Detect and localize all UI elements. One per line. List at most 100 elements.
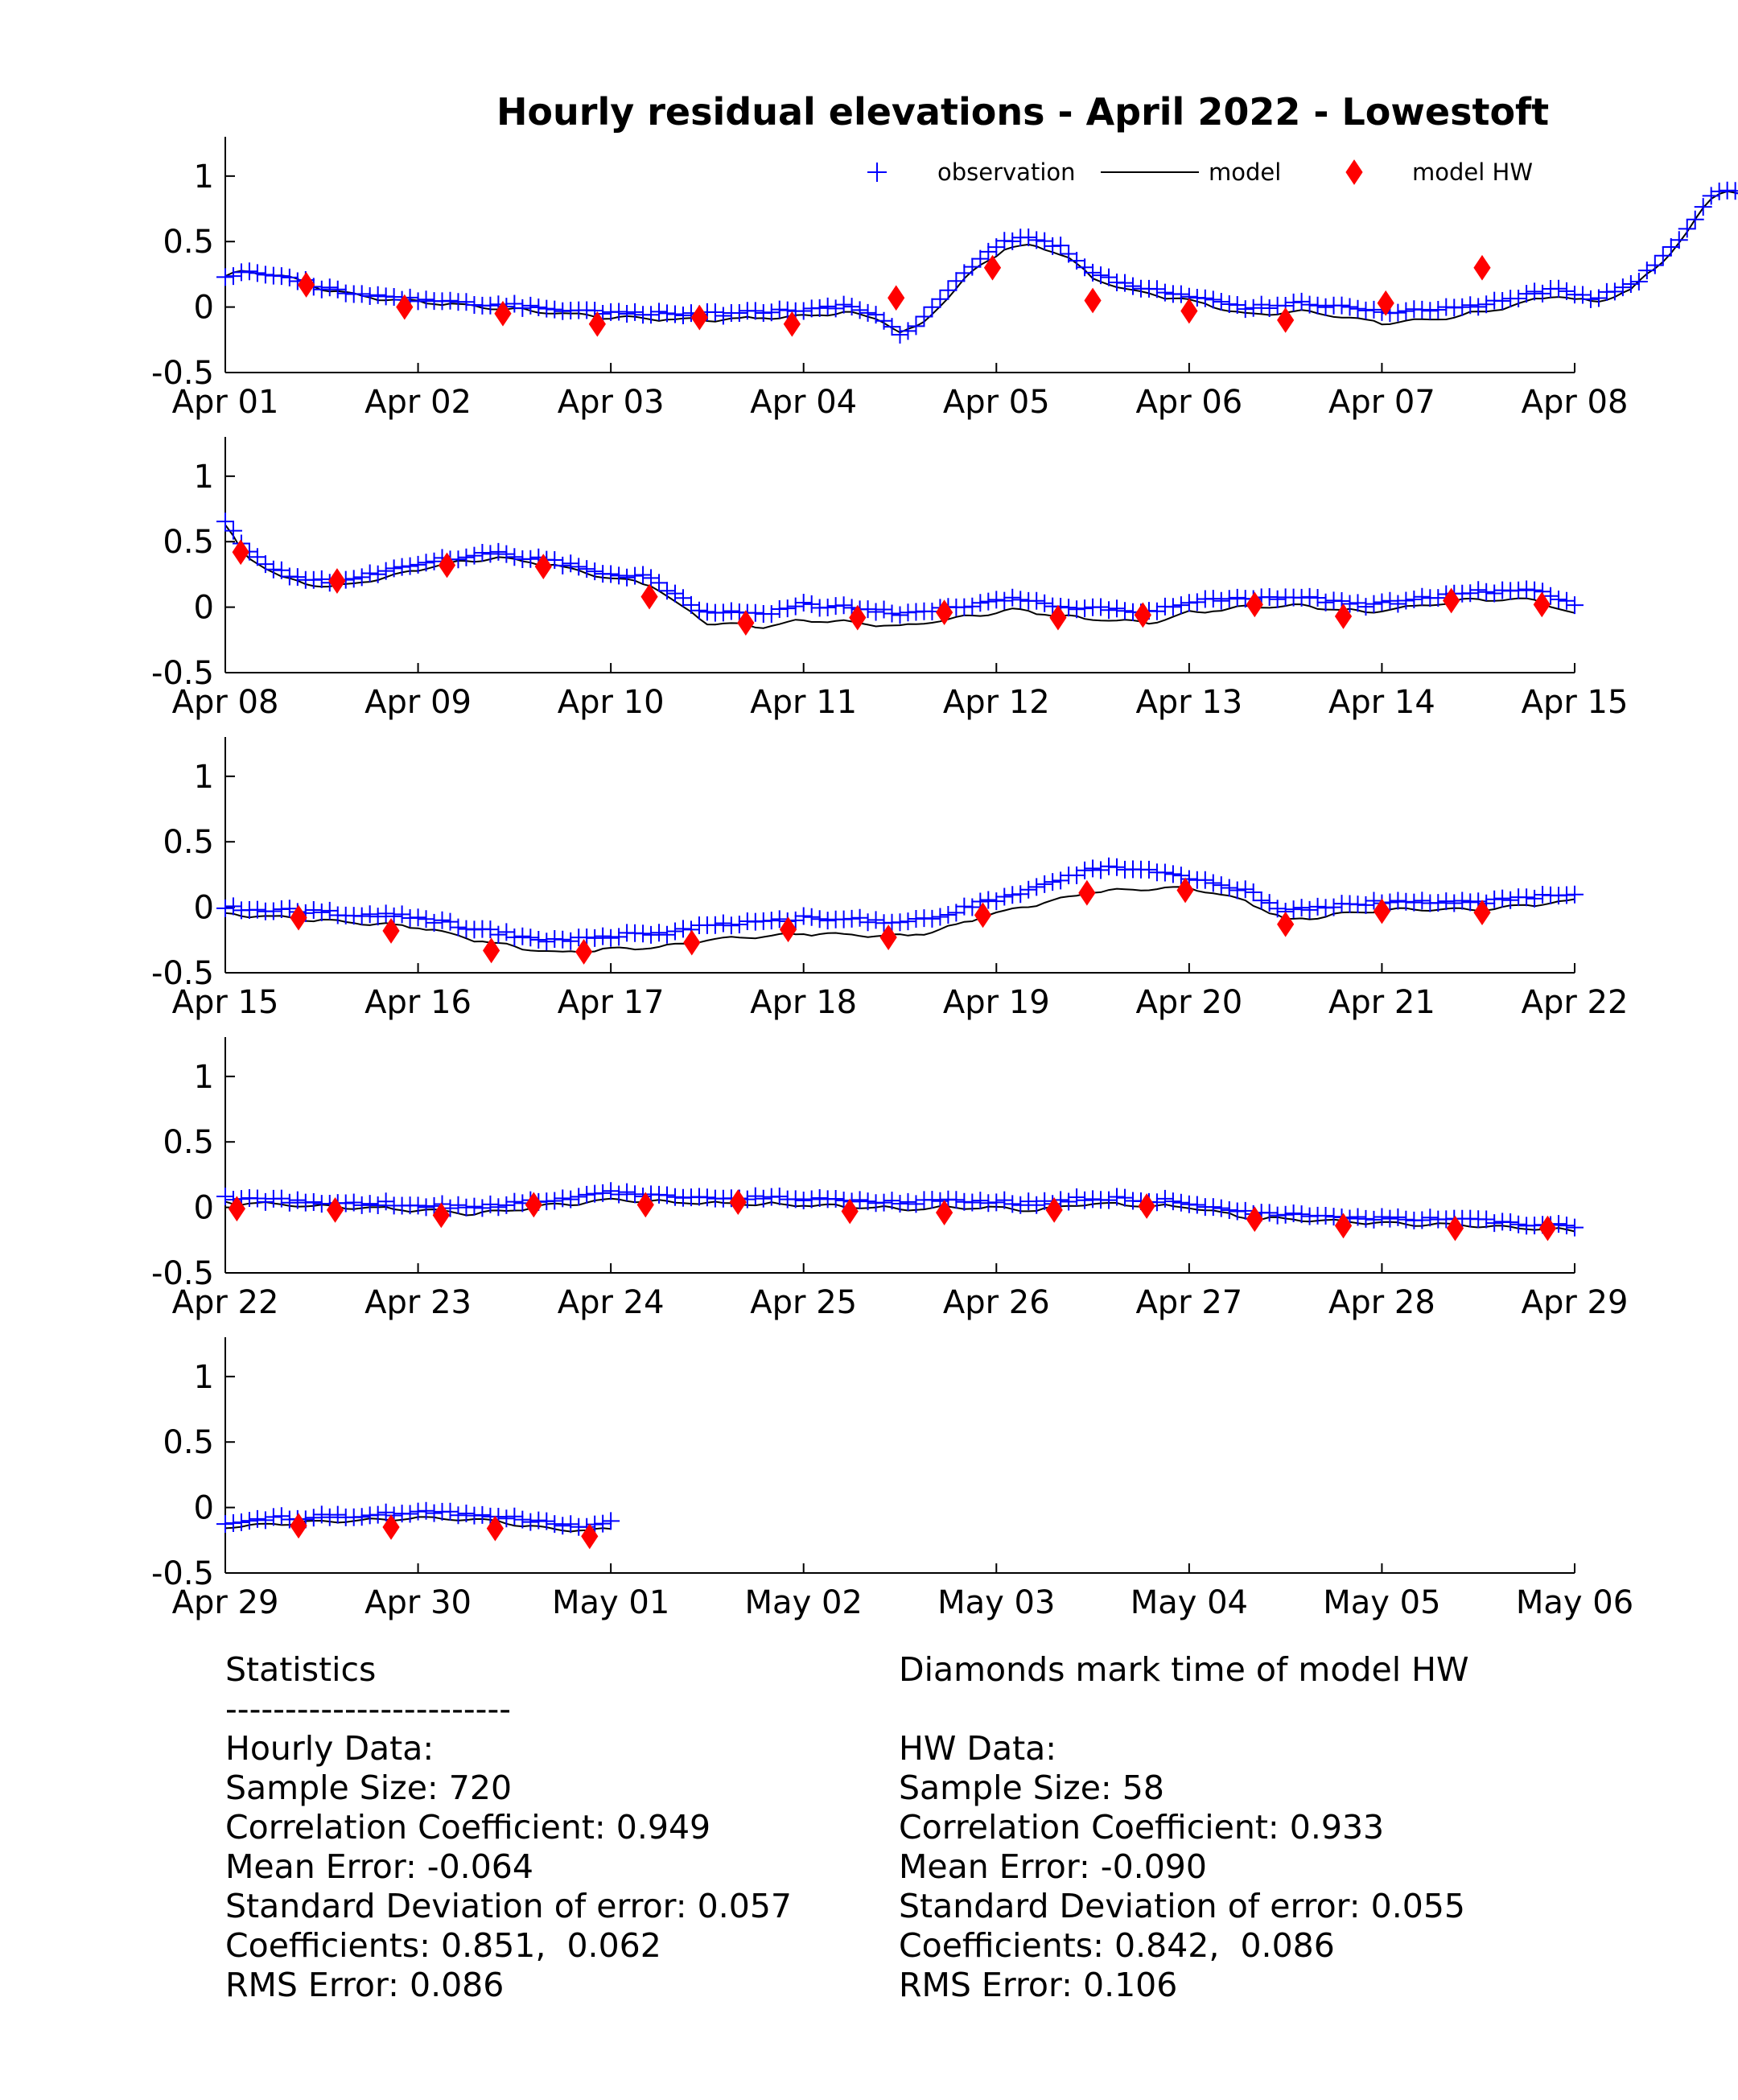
x-tick-label: Apr 20 — [1135, 984, 1242, 1021]
model-hw-diamond — [382, 918, 400, 944]
observation-point — [931, 908, 949, 926]
observation-point — [706, 303, 724, 322]
model-hw-diamond — [683, 929, 701, 956]
observation-point — [1389, 891, 1407, 910]
observation-point — [369, 286, 387, 304]
observation-point — [1220, 590, 1238, 608]
observation-point — [1550, 590, 1568, 608]
x-tick-label: Apr 26 — [943, 1284, 1050, 1321]
observation-point — [385, 907, 403, 925]
observation-point — [280, 268, 299, 286]
observation-point — [344, 570, 363, 588]
model-hw-series — [232, 539, 1551, 636]
observation-point — [312, 1505, 331, 1524]
model-hw-diamond — [483, 937, 500, 964]
observation-point — [1212, 591, 1230, 610]
observation-point — [1155, 283, 1174, 302]
observation-point — [1028, 591, 1046, 610]
observation-point — [280, 1193, 299, 1212]
observation-point — [1397, 302, 1415, 320]
y-tick-label: 0.5 — [163, 1424, 214, 1461]
observation-point — [529, 1511, 548, 1530]
model-series-line — [224, 190, 1738, 334]
observation-point — [521, 296, 540, 315]
observation-point — [1188, 1196, 1206, 1214]
observation-point — [312, 280, 331, 299]
observation-point — [1155, 863, 1174, 882]
model-hw-diamond — [983, 254, 1002, 281]
observation-point — [473, 1505, 492, 1524]
model-hw-diamond — [849, 604, 867, 631]
model-hw-series — [298, 254, 1491, 337]
observation-point — [610, 928, 628, 946]
observation-point — [1629, 273, 1648, 291]
observation-point — [602, 929, 620, 947]
observation-point — [554, 930, 572, 949]
observation-point — [1509, 290, 1528, 308]
observation-point — [554, 1189, 572, 1208]
observation-point — [1092, 266, 1110, 285]
observation-point — [425, 913, 443, 932]
x-tick-label: May 02 — [745, 1584, 863, 1621]
model-hw-diamond — [1334, 1213, 1353, 1239]
observation-point — [1485, 890, 1504, 908]
observation-point — [1694, 198, 1712, 216]
observation-point — [673, 589, 692, 607]
observation-point — [1308, 897, 1327, 916]
x-tick-label: May 01 — [552, 1584, 669, 1621]
observation-point — [658, 582, 677, 600]
observation-point — [320, 278, 339, 297]
observation-point — [562, 1515, 580, 1534]
observation-point — [256, 1192, 274, 1211]
observation-point — [666, 1188, 684, 1206]
observation-point — [481, 920, 500, 939]
x-tick-label: Apr 13 — [1135, 684, 1242, 721]
observation-point — [1052, 871, 1070, 890]
observation-point — [1445, 894, 1464, 912]
observation-point — [650, 574, 669, 592]
observation-point — [1300, 587, 1319, 606]
observation-point — [1292, 292, 1311, 311]
observation-point — [1196, 871, 1214, 889]
observation-point — [899, 912, 917, 931]
observation-point — [642, 569, 661, 587]
observation-point — [850, 301, 869, 319]
observation-point — [272, 267, 290, 286]
observation-point — [1292, 1205, 1311, 1224]
observation-point — [778, 301, 797, 319]
model-hw-diamond — [494, 300, 512, 327]
observation-point — [489, 925, 508, 944]
observation-point — [1662, 238, 1680, 257]
observation-point — [417, 290, 435, 309]
observation-point — [746, 302, 764, 320]
x-tick-label: Apr 23 — [364, 1284, 472, 1321]
observation-point — [1276, 1205, 1295, 1224]
model-hw-diamond — [328, 568, 346, 594]
observation-point — [995, 887, 1014, 906]
observation-point — [465, 546, 484, 565]
x-tick-label: Apr 18 — [750, 984, 857, 1021]
observation-point — [658, 304, 677, 323]
x-tick-label: Apr 06 — [1135, 384, 1242, 421]
model-hw-diamond — [486, 1515, 505, 1542]
observation-point — [1036, 1192, 1054, 1210]
observation-point — [352, 1508, 371, 1526]
observation-point — [425, 1504, 443, 1522]
observation-point — [1003, 1195, 1022, 1213]
observation-point — [1268, 900, 1287, 918]
observation-point — [352, 568, 371, 587]
observation-point — [1044, 873, 1062, 891]
observation-point — [1397, 1210, 1415, 1229]
observation-point — [1220, 879, 1238, 897]
observation-point — [505, 548, 524, 566]
observation-point — [393, 558, 411, 576]
observation-point — [1172, 596, 1190, 615]
observation-point — [626, 1185, 645, 1204]
observation-point — [352, 907, 371, 925]
model-hw-diamond — [1377, 290, 1394, 316]
observation-point — [449, 1196, 467, 1214]
observation-point — [923, 909, 941, 928]
hourly-stat-line: Mean Error: -0.064 — [225, 1847, 533, 1886]
observation-point — [304, 1509, 323, 1527]
observation-point — [1163, 865, 1182, 883]
